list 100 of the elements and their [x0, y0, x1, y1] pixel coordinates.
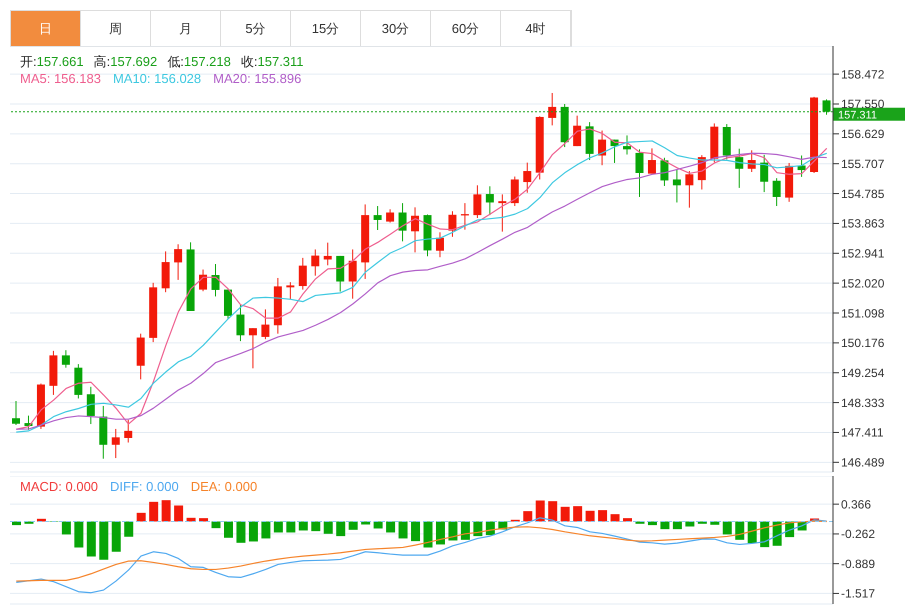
- bar: [586, 510, 595, 522]
- bar: [685, 522, 694, 526]
- text: 15分: [291, 11, 361, 46]
- bar: [62, 522, 71, 534]
- candlestick: [324, 242, 332, 266]
- candlestick: [62, 350, 70, 368]
- candlestick: [12, 400, 20, 426]
- bar: [573, 506, 582, 522]
- candlestick: [523, 162, 532, 194]
- candlestick: [298, 257, 307, 290]
- text: 4时: [501, 11, 571, 46]
- bar: [560, 506, 570, 522]
- bar: [74, 522, 84, 548]
- text: 月: [151, 11, 221, 46]
- candlestick: [498, 194, 506, 232]
- y-tick-label: 157.550: [841, 97, 885, 112]
- y-tick-label: 149.254: [841, 366, 885, 380]
- candlestick: [386, 208, 394, 224]
- text: 周: [81, 11, 151, 46]
- candlestick: [174, 244, 182, 280]
- candlestick: [261, 308, 270, 340]
- candlestick: [199, 269, 208, 292]
- bar: [448, 522, 458, 540]
- bar: [112, 522, 121, 552]
- bar: [311, 522, 320, 532]
- y-tick-label: 152.941: [841, 246, 885, 261]
- bar: [124, 522, 134, 537]
- bar: [99, 522, 108, 560]
- text: MA5: 156.183: [20, 71, 101, 86]
- annotation: 低:157.218: [167, 54, 231, 69]
- bar: [348, 522, 358, 530]
- y-tick-label: 147.411: [841, 426, 884, 440]
- bar: [735, 522, 744, 540]
- text: MA20: 155.896: [213, 71, 302, 86]
- bar: [610, 514, 620, 522]
- candlestick: [760, 154, 768, 193]
- bar: [436, 522, 445, 544]
- text: 30分: [361, 11, 431, 46]
- bar: [336, 522, 346, 536]
- bar: [149, 502, 158, 522]
- text: DEA: 0.000: [190, 479, 258, 494]
- bar: [162, 500, 171, 522]
- bar: [411, 522, 420, 542]
- candlestick: [236, 304, 244, 342]
- candlestick: [374, 206, 382, 231]
- candlestick: [486, 186, 494, 216]
- candlestick: [448, 210, 456, 238]
- bar: [236, 522, 246, 543]
- bar: [286, 522, 296, 532]
- bar: [536, 500, 545, 522]
- ref-line-label: 157.311: [838, 110, 877, 122]
- candlestick: [212, 264, 220, 297]
- bar: [386, 522, 396, 532]
- y-tick-label: 156.629: [841, 127, 885, 142]
- candlestick: [112, 428, 120, 459]
- candlestick: [348, 248, 357, 300]
- y-tick-label: 152.020: [841, 276, 885, 290]
- annotation: 开:157.661: [20, 54, 84, 69]
- text: 日: [11, 11, 81, 46]
- y-tick-label: 151.098: [841, 306, 885, 320]
- text: DIFF: 0.000: [110, 479, 179, 494]
- text: 60分: [431, 11, 501, 46]
- bar: [598, 510, 608, 522]
- bar: [224, 522, 233, 538]
- bar: [261, 522, 270, 538]
- text: MA10: 156.028: [112, 71, 202, 86]
- y-tick-label: 146.489: [841, 456, 885, 470]
- bar: [660, 522, 670, 530]
- bar: [324, 522, 333, 534]
- bar: [623, 518, 632, 522]
- candlestick: [460, 202, 469, 230]
- bar: [136, 512, 146, 522]
- annotation: 高:157.692: [94, 54, 158, 69]
- bar: [212, 522, 221, 528]
- bar: [248, 522, 258, 542]
- y-tick-label: 158.472: [841, 67, 885, 82]
- candlestick: [436, 232, 444, 258]
- bar: [274, 522, 283, 532]
- candlestick: [735, 148, 744, 188]
- candlestick: [672, 168, 681, 203]
- bar: [298, 522, 308, 530]
- y-tick-label: 150.176: [841, 336, 885, 350]
- candlestick: [124, 419, 132, 444]
- candlestick: [598, 130, 606, 166]
- candlestick: [411, 206, 420, 253]
- y-tick-label: 155.707: [841, 156, 885, 171]
- bar: [174, 505, 184, 522]
- bar: [199, 518, 208, 522]
- bar: [424, 522, 432, 548]
- bar: [460, 522, 470, 540]
- bar: [722, 522, 732, 534]
- y-tick-label: 153.863: [841, 216, 885, 231]
- y-tick-label: -0.262: [841, 527, 876, 542]
- candlestick: [473, 184, 482, 219]
- bar: [86, 522, 96, 556]
- y-tick-label: 154.785: [841, 186, 885, 201]
- candlestick: [685, 170, 694, 208]
- bar: [710, 522, 720, 525]
- candlestick: [248, 328, 257, 369]
- candlestick: [398, 202, 407, 242]
